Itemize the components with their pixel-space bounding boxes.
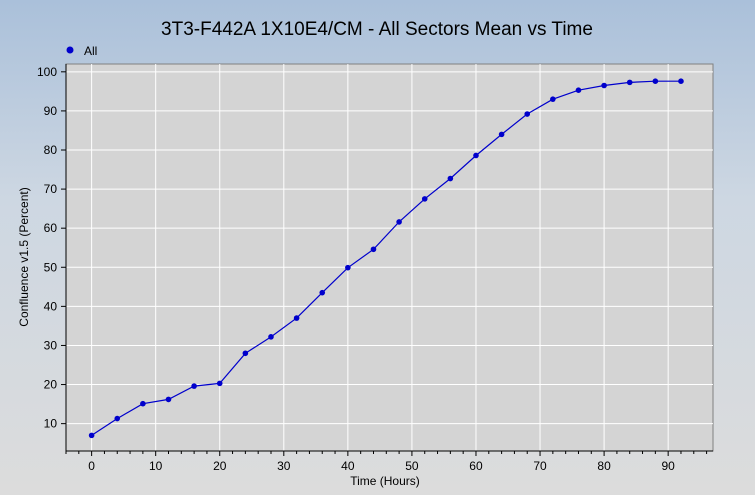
y-tick-label: 50: [44, 260, 58, 274]
legend-marker: [66, 46, 74, 54]
data-point: [370, 246, 377, 253]
y-tick-label: 90: [44, 104, 58, 118]
data-point: [626, 79, 633, 86]
data-point: [601, 82, 607, 89]
x-tick-label: 90: [661, 459, 675, 473]
data-point: [575, 87, 582, 93]
data-point: [498, 131, 505, 138]
series-all: [88, 78, 684, 439]
y-tick-label: 100: [37, 65, 57, 79]
data-point: [652, 78, 659, 84]
data-point: [319, 289, 326, 296]
y-tick-label: 20: [44, 378, 58, 392]
y-tick-label: 40: [44, 299, 58, 313]
data-point: [396, 219, 402, 225]
data-point: [345, 264, 351, 271]
x-tick-label: 50: [405, 459, 419, 473]
data-point: [421, 196, 428, 202]
data-point: [447, 175, 454, 182]
data-point: [242, 350, 249, 357]
chart-title: 3T3-F442A 1X10E4/CM - All Sectors Mean v…: [161, 19, 593, 40]
data-point: [216, 380, 223, 387]
data-point: [191, 383, 197, 389]
data-point: [473, 152, 479, 159]
series-line: [91, 80, 681, 436]
data-point: [140, 400, 146, 407]
x-tick-label: 60: [469, 459, 483, 473]
y-axis-label: Confluence v1.5 (Percent): [17, 187, 31, 326]
data-point: [678, 78, 684, 84]
data-point: [88, 432, 95, 439]
y-tick-label: 70: [44, 182, 58, 196]
x-tick-label: 10: [149, 459, 163, 473]
y-tick-label: 80: [44, 143, 58, 157]
data-point: [268, 334, 274, 340]
x-tick-label: 70: [533, 459, 547, 473]
data-point: [524, 111, 531, 117]
data-point: [550, 96, 556, 102]
x-tick-label: 80: [597, 459, 611, 473]
plot-area: [65, 63, 714, 452]
x-axis-label: Time (Hours): [350, 474, 420, 488]
axes: 10 20 30 40 50 60 70 80 90 100 0 10 20 30 40 50 60 70 80 90: [37, 64, 713, 473]
y-tick-label: 60: [44, 221, 58, 235]
grid: [66, 64, 713, 451]
y-tick-label: 30: [44, 338, 58, 352]
data-point: [293, 315, 300, 321]
x-tick-label: 20: [213, 459, 227, 473]
data-point: [165, 396, 172, 403]
x-tick-label: 0: [88, 459, 95, 473]
x-tick-label: 40: [341, 459, 355, 473]
legend-label: All: [84, 44, 97, 58]
legend: All: [66, 44, 97, 58]
data-point: [114, 415, 121, 422]
y-tick-label: 10: [44, 417, 58, 431]
x-tick-label: 30: [277, 459, 291, 473]
